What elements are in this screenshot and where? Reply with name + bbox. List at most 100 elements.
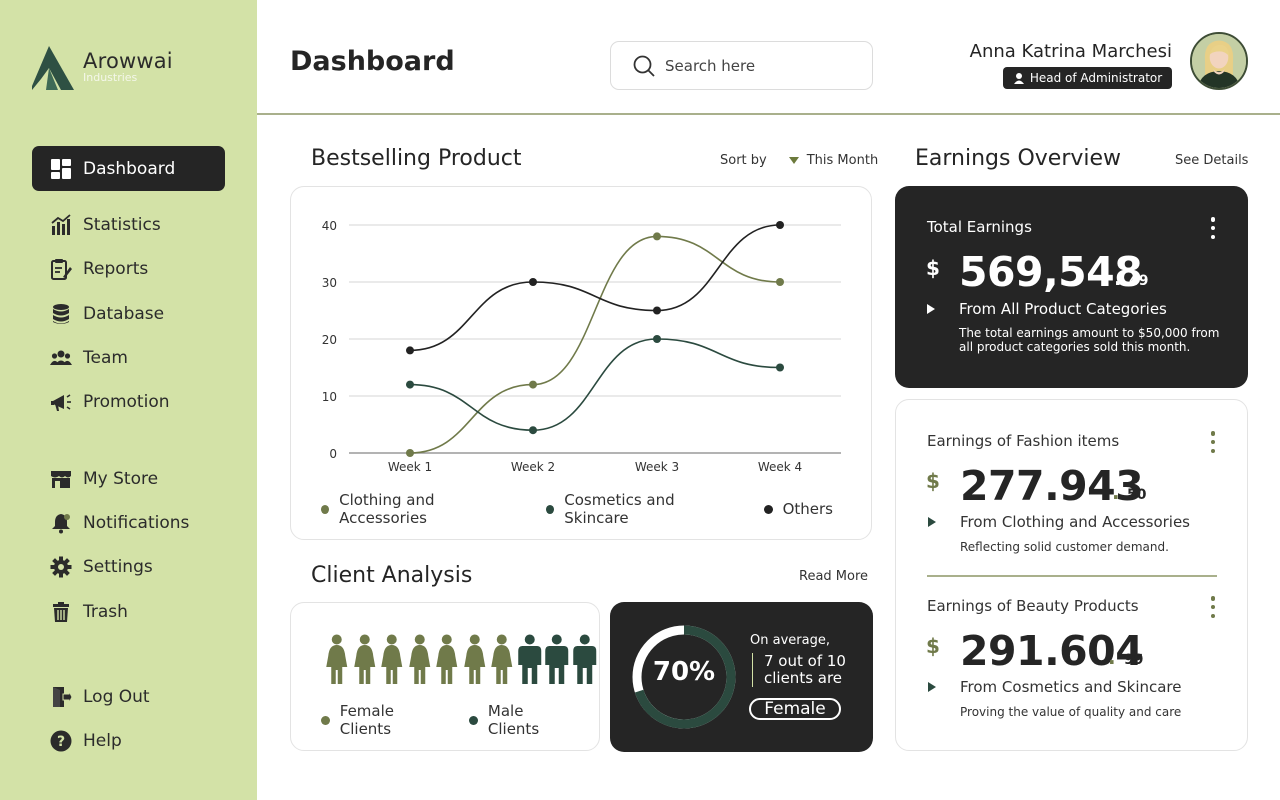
currency-symbol: $ bbox=[926, 256, 940, 280]
sort-dropdown[interactable]: Sort by This Month bbox=[720, 153, 878, 168]
more-options-icon[interactable] bbox=[1210, 217, 1216, 239]
user-photo bbox=[1192, 34, 1246, 88]
source-label: From Clothing and Accessories bbox=[960, 513, 1190, 531]
total-earnings-card: Total Earnings $ 569,548 . 49 From All P… bbox=[895, 186, 1248, 388]
data-point bbox=[653, 232, 661, 241]
beauty-earnings-description: Proving the value of quality and care bbox=[960, 705, 1182, 719]
percent-ring bbox=[632, 625, 736, 729]
x-tick-label: Week 3 bbox=[635, 460, 679, 474]
arrow-logo-icon bbox=[32, 46, 74, 90]
beauty-earnings-label: Earnings of Beauty Products bbox=[927, 597, 1139, 615]
series-line bbox=[409, 338, 781, 432]
data-point bbox=[776, 221, 784, 229]
legend-dot bbox=[321, 504, 330, 514]
play-arrow-icon bbox=[928, 682, 936, 692]
people-pictogram bbox=[323, 634, 598, 686]
sidebar-item-label: Reports bbox=[83, 258, 149, 279]
sidebar-item-trash[interactable]: Trash bbox=[32, 589, 225, 634]
sidebar-item-help[interactable]: ? Help bbox=[32, 718, 225, 763]
sidebar-item-settings[interactable]: Settings bbox=[32, 544, 225, 589]
sidebar-item-label: Team bbox=[83, 347, 128, 368]
sidebar-item-notifications[interactable]: Notifications bbox=[32, 500, 225, 545]
x-tick-label: Week 4 bbox=[758, 460, 802, 474]
decimal-separator: . bbox=[1114, 266, 1122, 290]
sidebar-item-label: Log Out bbox=[83, 686, 150, 707]
chart-legend: Clothing and Accessories Cosmetics and S… bbox=[321, 491, 871, 527]
more-options-icon[interactable] bbox=[1210, 431, 1216, 453]
bell-icon bbox=[50, 512, 72, 534]
fashion-earnings-label: Earnings of Fashion items bbox=[927, 432, 1120, 450]
sidebar-item-label: Settings bbox=[83, 556, 153, 577]
sidebar-item-team[interactable]: Team bbox=[32, 335, 225, 380]
search-icon bbox=[633, 55, 655, 77]
sidebar-item-label: My Store bbox=[83, 468, 159, 489]
legend-label: Female Clients bbox=[339, 702, 395, 738]
x-tick-label: Week 2 bbox=[511, 460, 555, 474]
reports-icon bbox=[50, 258, 72, 280]
avatar[interactable] bbox=[1190, 32, 1248, 90]
legend-label: Clothing and Accessories bbox=[339, 491, 435, 527]
search-input[interactable] bbox=[665, 56, 855, 75]
legend-label: Cosmetics and Skincare bbox=[564, 491, 675, 527]
help-icon: ? bbox=[50, 730, 72, 752]
brand-logo[interactable]: Arowwai Industries bbox=[32, 46, 173, 90]
data-point bbox=[529, 426, 537, 435]
legend-label: Male Clients bbox=[487, 702, 540, 738]
fashion-earnings-source: From Clothing and Accessories bbox=[928, 513, 1190, 531]
male-person-icon bbox=[516, 634, 544, 686]
sidebar-item-dashboard[interactable]: Dashboard bbox=[32, 146, 225, 191]
client-legend: Female Clients Male Clients bbox=[321, 702, 599, 738]
legend-dot bbox=[469, 715, 478, 725]
sidebar-item-statistics[interactable]: Statistics bbox=[32, 202, 225, 247]
data-point bbox=[529, 278, 537, 286]
female-ratio-card: 70% On average, 7 out of 10 clients are … bbox=[610, 602, 873, 752]
fashion-earnings-description: Reflecting solid customer demand. bbox=[960, 540, 1169, 554]
sidebar: Arowwai Industries Dashboard Statistics … bbox=[0, 0, 257, 800]
read-more-link[interactable]: Read More bbox=[799, 569, 869, 584]
female-person-icon bbox=[488, 634, 516, 686]
dashboard-icon bbox=[50, 158, 72, 180]
sidebar-item-reports[interactable]: Reports bbox=[32, 246, 225, 291]
team-icon bbox=[50, 347, 72, 369]
y-tick-label: 0 bbox=[329, 447, 337, 461]
legend-item-cosmetics: Cosmetics and Skincare bbox=[546, 491, 725, 527]
gear-icon bbox=[50, 556, 72, 578]
total-earnings-source: From All Product Categories bbox=[927, 300, 1167, 318]
caret-down-icon bbox=[788, 157, 799, 164]
user-role-badge: Head of Administrator bbox=[1003, 67, 1172, 89]
bestselling-chart-card: 0 10 20 30 40 Week 1 Week 2 Week 3 Week 4 Clothi… bbox=[290, 186, 872, 540]
user-role-label: Head of Administrator bbox=[1029, 71, 1163, 85]
percent-value: 70% bbox=[652, 657, 716, 687]
beauty-earnings-amount: 291.604 bbox=[960, 627, 1144, 675]
total-earnings-description: The total earnings amount to $50,000 fro… bbox=[959, 326, 1220, 354]
user-name: Anna Katrina Marchesi bbox=[969, 41, 1172, 62]
play-arrow-icon bbox=[927, 304, 935, 314]
female-person-icon bbox=[406, 634, 434, 686]
sort-label: Sort by bbox=[720, 153, 767, 168]
data-point bbox=[776, 363, 784, 372]
y-tick-label: 10 bbox=[322, 390, 337, 404]
trash-icon bbox=[50, 601, 72, 623]
sidebar-item-label: Statistics bbox=[83, 214, 161, 235]
currency-symbol: $ bbox=[926, 469, 940, 493]
legend-item-clothing: Clothing and Accessories bbox=[321, 491, 508, 527]
see-details-link[interactable]: See Details bbox=[1175, 153, 1249, 168]
sidebar-item-database[interactable]: Database bbox=[32, 291, 225, 336]
statistics-icon bbox=[50, 213, 72, 236]
y-tick-label: 40 bbox=[322, 219, 337, 233]
category-earnings-card: Earnings of Fashion items $ 277.943 . 50… bbox=[895, 399, 1248, 751]
megaphone-icon bbox=[50, 391, 72, 413]
sidebar-item-my-store[interactable]: My Store bbox=[32, 456, 225, 501]
data-point bbox=[653, 306, 661, 315]
logout-icon bbox=[50, 686, 72, 708]
total-earnings-cents: 49 bbox=[1129, 273, 1149, 289]
legend-dot bbox=[321, 715, 330, 725]
data-point bbox=[406, 449, 414, 457]
more-options-icon[interactable] bbox=[1210, 596, 1216, 618]
sidebar-item-log-out[interactable]: Log Out bbox=[32, 674, 225, 719]
client-analysis-title: Client Analysis bbox=[311, 563, 473, 588]
sidebar-item-label: Promotion bbox=[83, 391, 170, 412]
male-person-icon bbox=[571, 634, 599, 686]
search-box[interactable] bbox=[610, 41, 873, 90]
sidebar-item-promotion[interactable]: Promotion bbox=[32, 379, 225, 424]
